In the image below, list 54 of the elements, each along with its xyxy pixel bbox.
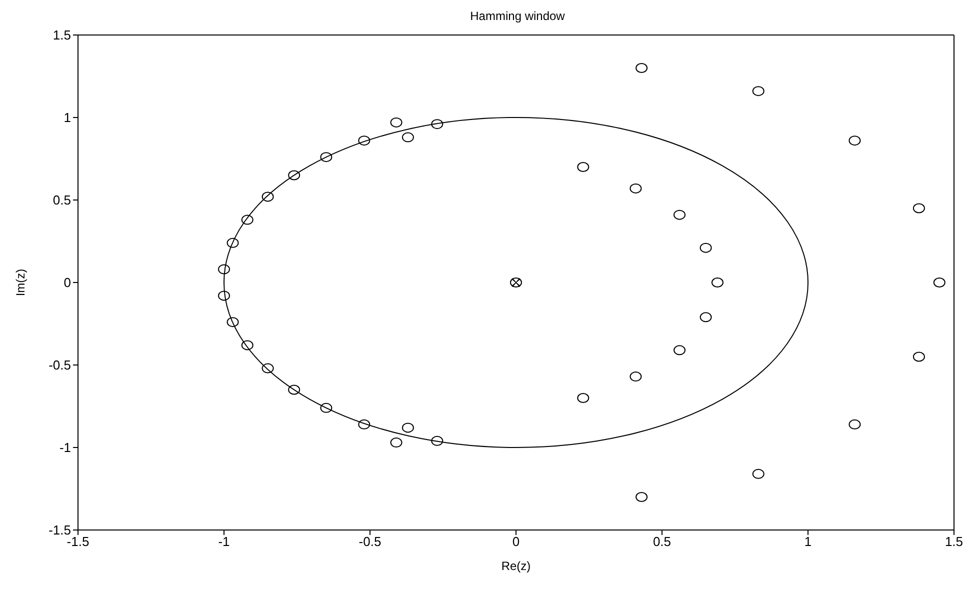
point xyxy=(848,136,861,146)
point xyxy=(262,363,274,374)
x-tick-label: 0.5 xyxy=(652,534,672,550)
y-tick-label: -1.5 xyxy=(48,522,71,538)
point xyxy=(577,162,590,172)
point xyxy=(711,278,724,288)
x-tick-label: -0.5 xyxy=(358,534,382,550)
point xyxy=(320,402,332,413)
point xyxy=(752,468,764,479)
point xyxy=(752,86,764,96)
point xyxy=(241,340,254,350)
point xyxy=(226,238,239,248)
point xyxy=(288,170,300,180)
point xyxy=(674,345,686,356)
point xyxy=(288,384,300,395)
y-axis-title: Im(z) xyxy=(13,268,28,296)
point xyxy=(674,210,686,220)
point xyxy=(431,119,444,130)
x-tick-label: -1 xyxy=(218,534,230,550)
point xyxy=(226,317,239,328)
y-tick-label: 0 xyxy=(64,275,71,290)
x-axis-title: Re(z) xyxy=(501,559,531,573)
point xyxy=(577,393,590,403)
point xyxy=(630,372,642,382)
point xyxy=(358,419,370,430)
point xyxy=(218,290,230,301)
x-tick-label: 1.5 xyxy=(944,534,964,550)
point xyxy=(700,242,712,253)
point xyxy=(700,312,712,322)
point xyxy=(218,264,230,274)
point xyxy=(636,63,648,73)
point xyxy=(630,183,642,194)
point xyxy=(431,436,444,446)
y-tick-label: -0.5 xyxy=(48,358,71,373)
point xyxy=(933,278,946,288)
y-tick-label: 1.5 xyxy=(52,28,71,43)
point xyxy=(320,152,332,162)
point xyxy=(912,352,925,362)
point xyxy=(262,192,274,202)
point xyxy=(390,438,402,448)
x-tick-label: 1 xyxy=(804,534,812,550)
point xyxy=(402,132,414,142)
x-tick-label: 0 xyxy=(512,534,520,550)
y-tick-label: 1 xyxy=(64,110,71,126)
y-tick-label: 0.5 xyxy=(52,192,71,208)
point xyxy=(912,203,925,214)
point xyxy=(390,117,402,128)
y-tick-label: -1 xyxy=(59,440,71,456)
point xyxy=(358,136,370,146)
chart-title: Hamming window xyxy=(469,8,566,24)
point xyxy=(636,492,648,502)
point xyxy=(848,419,861,430)
point xyxy=(402,422,414,433)
point xyxy=(241,214,254,225)
